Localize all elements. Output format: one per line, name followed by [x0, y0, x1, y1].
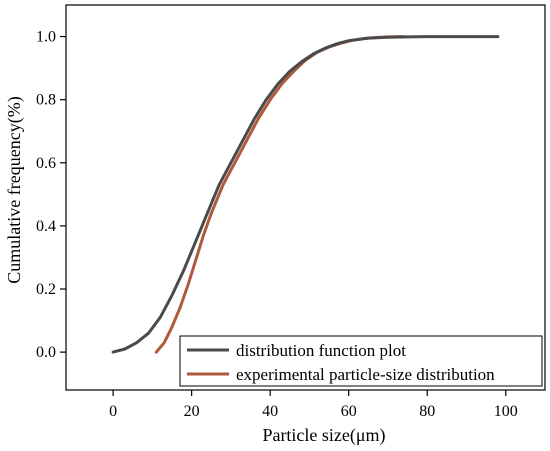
x-tick-label: 40	[262, 403, 278, 420]
y-tick-label: 0.2	[36, 281, 56, 298]
y-tick-label: 0.0	[36, 344, 56, 361]
x-tick-label: 80	[419, 403, 435, 420]
legend-label-distribution-function: distribution function plot	[236, 341, 406, 360]
x-tick-label: 20	[184, 403, 200, 420]
plot-border	[65, 4, 546, 391]
legend-label-experimental: experimental particle-size distribution	[236, 365, 495, 384]
x-tick-label: 0	[109, 403, 117, 420]
x-tick-label: 100	[494, 403, 518, 420]
x-axis-ticks: 0 20 40 60 80 100	[109, 390, 518, 420]
y-tick-label: 0.6	[36, 155, 56, 172]
x-axis-title: Particle size(μm)	[262, 425, 385, 446]
legend-box	[179, 335, 543, 387]
x-tick-label: 60	[341, 403, 357, 420]
y-tick-label: 1.0	[36, 29, 56, 46]
legend: distribution function plot experimental …	[179, 335, 543, 387]
plot-frame	[65, 4, 546, 391]
y-axis-ticks: 0.0 0.2 0.4 0.6 0.8 1.0	[36, 29, 66, 361]
y-tick-label: 0.4	[36, 218, 56, 235]
y-tick-label: 0.8	[36, 92, 56, 109]
series-lines	[111, 35, 500, 354]
series-line-distribution-function	[111, 35, 500, 354]
y-axis-title: Cumulative frequency(%)	[4, 96, 25, 283]
